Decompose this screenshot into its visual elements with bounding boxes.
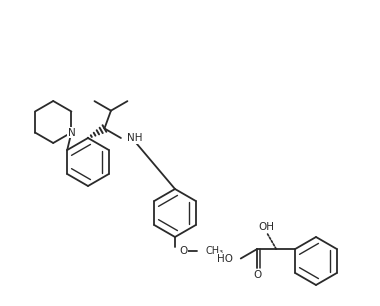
Text: O: O	[179, 246, 187, 256]
Text: HO: HO	[217, 253, 233, 263]
Text: O: O	[253, 270, 261, 280]
Text: CH₃: CH₃	[205, 246, 223, 256]
Text: OH: OH	[259, 222, 275, 232]
Text: N: N	[68, 128, 75, 137]
Text: NH: NH	[127, 133, 142, 143]
